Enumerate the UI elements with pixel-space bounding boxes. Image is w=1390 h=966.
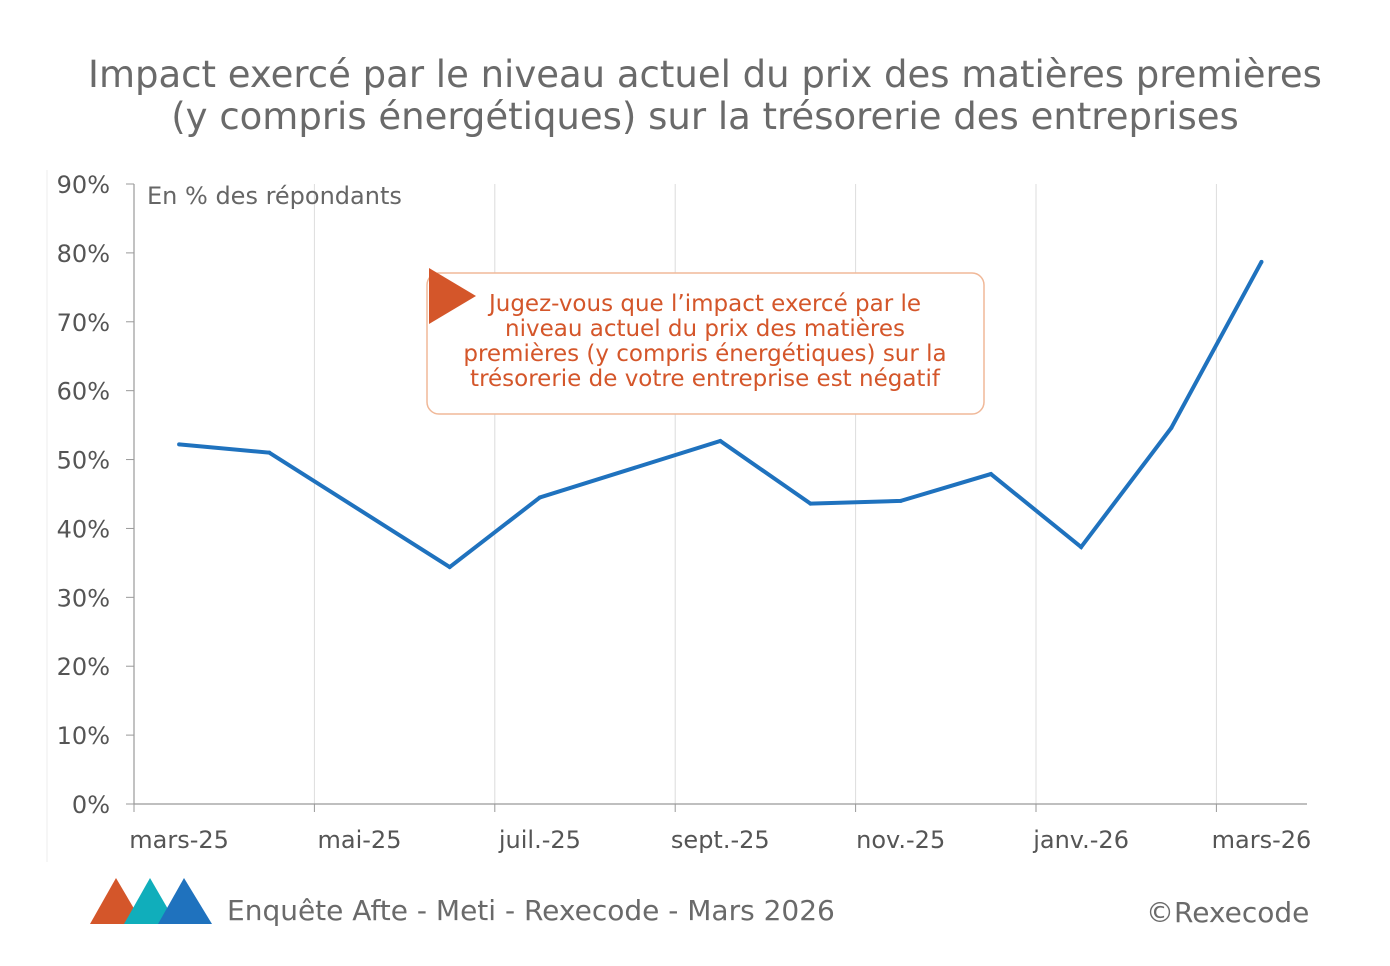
- x-tick-label: mars-26: [1212, 826, 1312, 854]
- x-tick-label: mai-25: [318, 826, 402, 854]
- data-point: [1169, 425, 1174, 430]
- x-tick-label: mars-25: [129, 826, 229, 854]
- y-tick-label: 50%: [57, 447, 110, 475]
- data-point: [808, 501, 813, 506]
- y-tick-label: 10%: [57, 722, 110, 750]
- footer-copyright: ©Rexecode: [1146, 896, 1310, 929]
- y-tick-label: 80%: [57, 240, 110, 268]
- unit-label: En % des répondants: [147, 182, 402, 210]
- y-tick-label: 70%: [57, 309, 110, 337]
- annotation-text: premières (y compris énergétiques) sur l…: [463, 341, 946, 367]
- data-point: [1259, 259, 1264, 264]
- x-tick-label: juil.-25: [498, 826, 581, 854]
- data-point: [267, 450, 272, 455]
- annotation-text: trésorerie de votre entreprise est négat…: [470, 366, 941, 392]
- annotation-box: [426, 272, 985, 415]
- y-tick-label: 30%: [57, 584, 110, 612]
- y-tick-label: 20%: [57, 653, 110, 681]
- y-tick-label: 40%: [57, 515, 110, 543]
- x-tick-label: janv.-26: [1032, 826, 1129, 854]
- data-point: [898, 498, 903, 503]
- footer-source: Enquête Afte - Meti - Rexecode - Mars 20…: [227, 894, 835, 927]
- chart-title-line2: (y compris énergétiques) sur la trésorer…: [171, 95, 1239, 138]
- y-tick-label: 0%: [72, 791, 110, 819]
- x-tick-label: nov.-25: [856, 826, 945, 854]
- data-point: [1079, 545, 1084, 550]
- data-point: [988, 472, 993, 477]
- data-point: [447, 565, 452, 570]
- data-point: [718, 438, 723, 443]
- data-point: [537, 495, 542, 500]
- annotation-text: Jugez-vous que l’impact exercé par le: [487, 291, 921, 317]
- chart-title-line1: Impact exercé par le niveau actuel du pr…: [88, 53, 1322, 96]
- x-tick-label: sept.-25: [671, 826, 770, 854]
- y-tick-label: 90%: [57, 171, 110, 199]
- data-point: [177, 442, 182, 447]
- rexecode-logo: [90, 878, 212, 924]
- annotation-text: niveau actuel du prix des matières: [505, 316, 905, 342]
- annotation-arrow-icon: [429, 268, 476, 324]
- y-tick-label: 60%: [57, 378, 110, 406]
